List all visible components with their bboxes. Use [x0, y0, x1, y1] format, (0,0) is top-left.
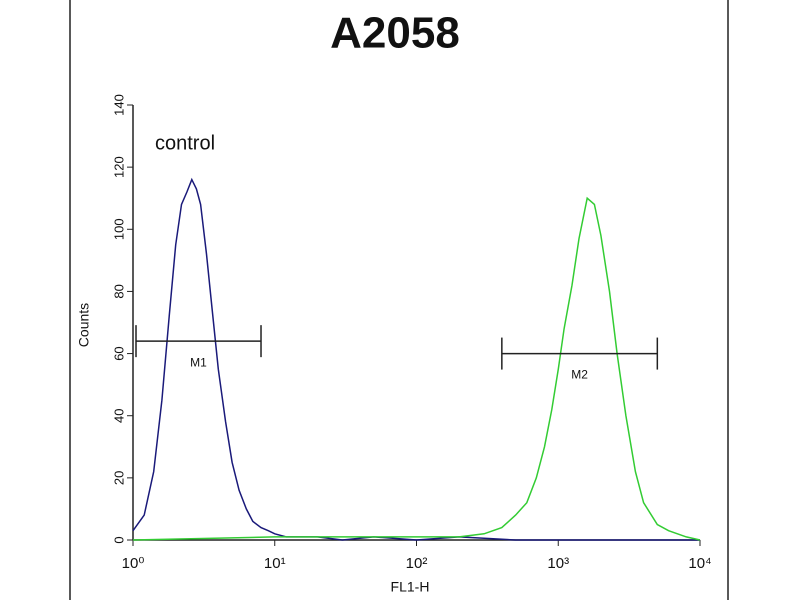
x-tick-label: 10⁴ — [688, 555, 711, 572]
chart-title: A2058 — [330, 9, 460, 58]
x-axis-label: FL1-H — [391, 579, 430, 595]
y-tick-label: 100 — [111, 218, 126, 240]
histogram-line — [132, 177, 700, 541]
y-tick-label: 80 — [111, 284, 126, 298]
y-tick-label: 60 — [111, 346, 126, 360]
x-tick-label: 10³ — [547, 555, 569, 572]
frame — [69, 0, 729, 600]
y-tick-label: 0 — [111, 536, 126, 543]
x-tick-label: 10¹ — [264, 555, 286, 572]
histogram-line — [132, 196, 701, 541]
y-tick-label: 140 — [111, 94, 126, 116]
y-tick-label: 120 — [111, 156, 126, 178]
y-tick-label: 20 — [111, 471, 126, 485]
marker-label: M1 — [190, 355, 207, 369]
y-axis-label: Counts — [76, 303, 92, 347]
x-tick-label: 10⁰ — [122, 555, 145, 572]
x-tick-label: 10² — [406, 555, 428, 572]
marker-label: M2 — [571, 368, 588, 382]
annotation: control — [155, 132, 215, 154]
y-tick-label: 40 — [111, 408, 126, 422]
